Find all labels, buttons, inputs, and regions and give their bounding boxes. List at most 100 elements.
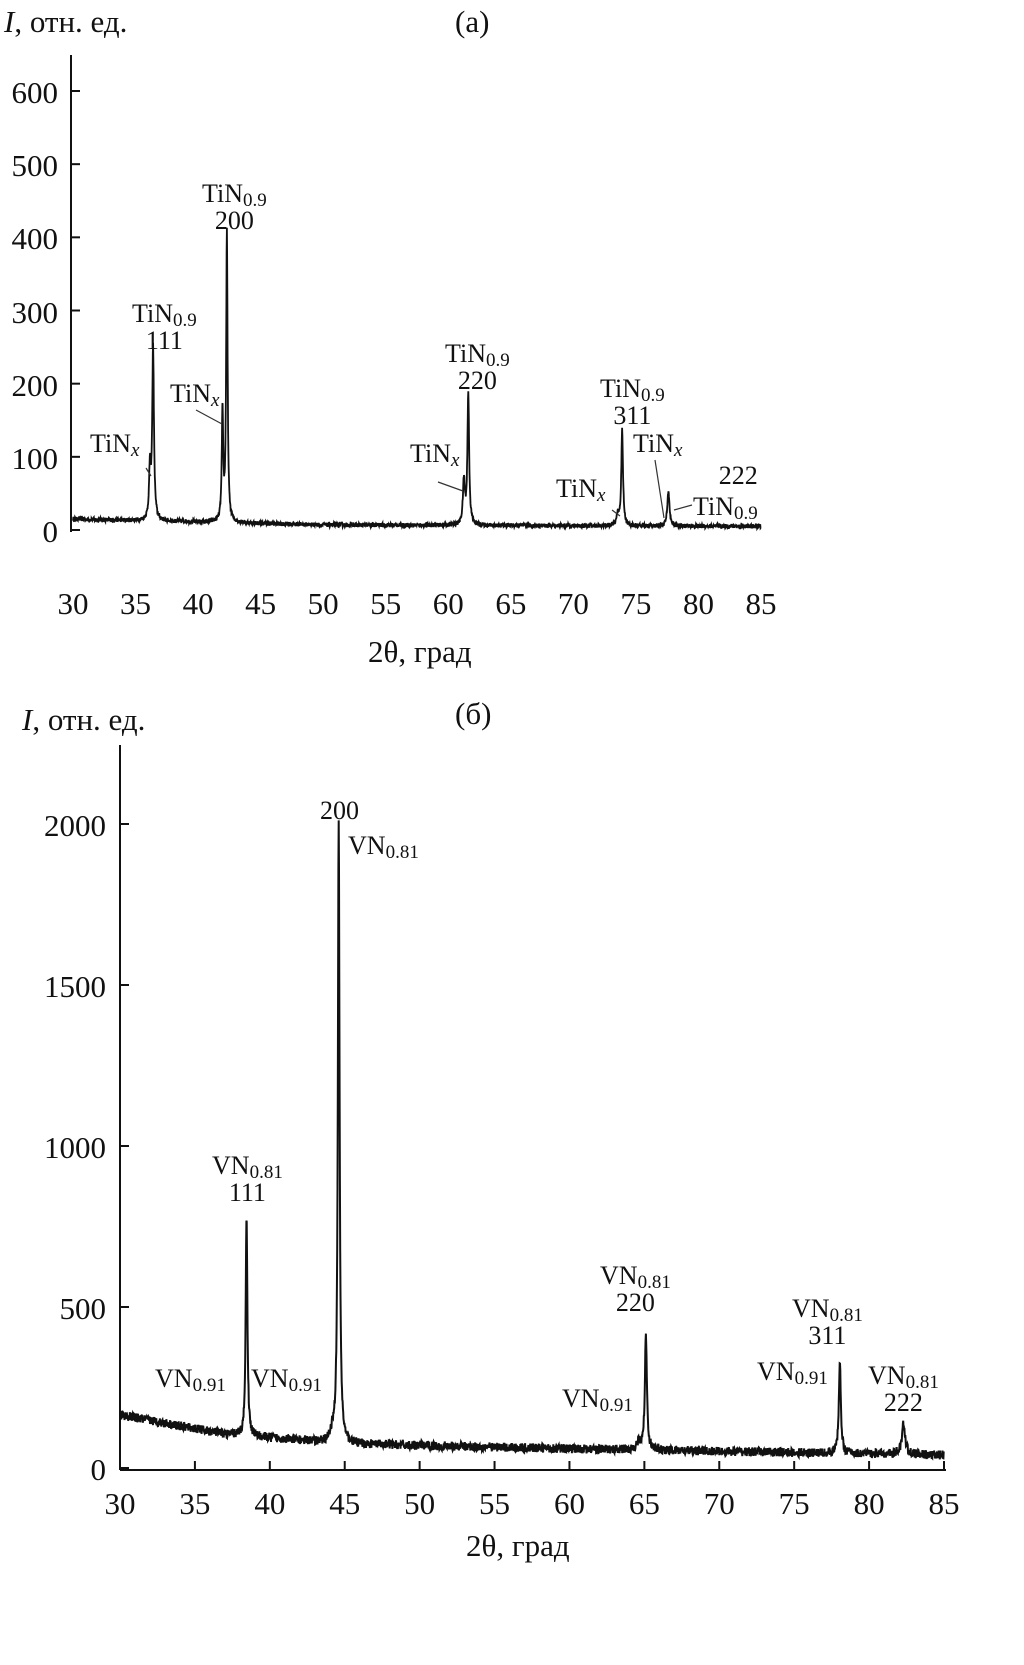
y-tick-label: 300 [11,294,59,330]
y-tick-label: 1500 [44,969,106,1004]
phase-formula: TiN [170,379,211,408]
phase-formula: TiN [410,439,451,468]
x-tick-label: 55 [370,586,402,621]
x-tick-label: 40 [254,1486,286,1521]
peak-annotation: 222 TiN0.9 [693,461,758,525]
x-tick-label: 70 [557,586,589,621]
subscript: x [210,390,220,411]
phase-formula: VN [251,1364,289,1393]
peak-annotation: VN0.81 [348,832,419,862]
subscript: 0.91 [192,1375,226,1396]
phase-formula: VN [212,1151,250,1180]
hkl-index: 311 [808,1321,847,1351]
panel-label-a: (a) [455,4,490,39]
phase-formula: VN [155,1364,193,1393]
x-tick-label: 85 [928,1486,960,1521]
phase-formula: TiN [90,429,131,458]
x-tick-label: 60 [553,1486,585,1521]
phase-formula: VN [757,1357,795,1386]
peak-annotation: TiN0.9 311 [600,375,665,430]
subscript: 0.81 [905,1372,939,1393]
annotation-leader-line [145,467,152,477]
y-tick-label: 100 [11,440,59,476]
y-tick-label: 500 [11,148,59,184]
y-axis-label-b: I, отн. ед. [22,702,146,737]
subscript: x [450,450,460,471]
x-tick-label: 60 [432,586,464,621]
phase-formula: TiN [445,339,486,368]
subscript: 0.81 [637,1272,671,1293]
x-tick-label: 70 [703,1486,735,1521]
peak-annotation: TiNx [170,379,219,410]
y-tick-label: 2000 [44,808,106,843]
x-tick-label: 55 [479,1486,511,1521]
subscript: 0.9 [172,310,197,331]
y-tick-label: 200 [11,367,59,403]
x-tick-label: 65 [628,1486,660,1521]
subscript: 0.9 [733,503,758,525]
x-tick-label: 65 [495,586,527,621]
x-tick-label: 85 [745,586,777,621]
x-tick-label: 75 [778,1486,810,1521]
peak-annotation: VN0.91 [251,1364,322,1395]
hkl-index: 200 [320,796,359,825]
diffraction-curve [72,227,762,532]
x-tick-label: 30 [57,586,89,621]
subscript: 0.91 [794,1368,828,1389]
peak-annotation: TiN0.9 200 [202,180,267,235]
y-tick-label: 500 [59,1291,107,1326]
subscript: 0.81 [249,1162,283,1183]
subscript: x [130,440,140,461]
hkl-index: 222 [883,1388,923,1418]
phase-formula: TiN [556,474,597,503]
subscript: x [673,440,683,461]
subscript: 0.91 [288,1375,322,1396]
y-tick-label: 1000 [44,1130,106,1165]
annotation-leader-line [654,459,665,519]
x-tick-label: 80 [682,586,714,621]
phase-formula: VN [562,1384,600,1413]
hkl-index: 111 [145,326,183,356]
hkl-index: 220 [615,1288,655,1318]
y-tick-label: 600 [11,75,59,110]
x-tick-label: 45 [245,586,277,621]
peak-annotation: VN0.91 [155,1364,226,1395]
annotation-leader-line [673,504,693,511]
peak-annotation: VN0.81 220 [600,1262,671,1317]
peak-annotation: TiN0.9 220 [445,340,510,395]
hkl-index: 222 [718,461,758,490]
hkl-index: 111 [228,1178,266,1208]
diffraction-curve [119,820,945,1461]
subscript: 0.9 [485,350,510,371]
y-tick-label: 0 [90,1452,107,1487]
peak-annotation: VN0.81 111 [212,1152,283,1207]
phase-formula: VN [868,1361,906,1390]
subscript: 0.91 [599,1395,633,1416]
phase-formula: TiN [633,429,674,458]
subscript: 0.9 [640,385,665,406]
x-tick-label: 75 [620,586,652,621]
subscript: 0.81 [385,842,419,863]
phase-formula: VN [792,1294,830,1323]
y-tick-label: 400 [11,221,59,257]
subscript: 0.81 [829,1305,863,1326]
annotation-leader-line [611,509,621,517]
y-tick-label: 0 [42,514,59,549]
x-tick-label: 80 [853,1486,885,1521]
x-tick-label: 30 [104,1486,136,1521]
x-tick-label: 35 [120,586,152,621]
x-tick-label: 40 [182,586,214,621]
phase-formula: TiN [600,374,641,403]
x-axis-label-a: 2θ, град [368,634,472,669]
hkl-index: 200 [214,206,254,236]
subscript: x [596,485,606,506]
annotation-leader-line [437,481,464,492]
panel-label-b: (б) [455,696,492,731]
phase-formula: TiN [132,299,173,328]
y-axis-label-a: I, отн. ед. [4,4,128,39]
hkl-index: 220 [457,366,497,396]
phase-formula: TiN [693,492,734,522]
phase-formula: VN [600,1261,638,1290]
x-tick-label: 45 [329,1486,361,1521]
